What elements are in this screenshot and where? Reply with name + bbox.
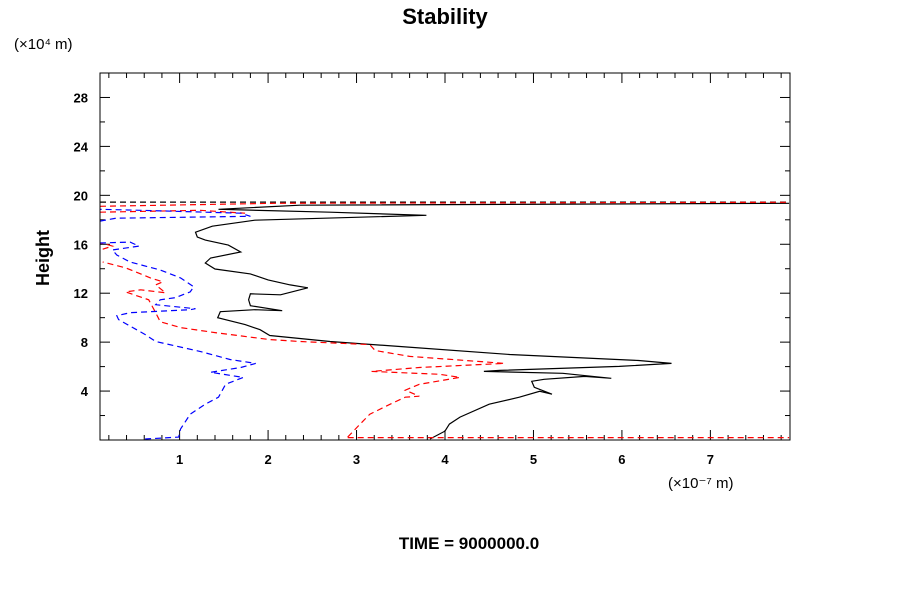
series-line-blue-dashed <box>99 208 251 222</box>
x-unit-label: (×10⁻⁷ m) <box>668 475 733 492</box>
y-unit-label: (×10⁴ m) <box>14 36 73 53</box>
y-tick-label: 24 <box>74 139 89 154</box>
series-line-red-dashed <box>99 201 790 207</box>
x-tick-label: 2 <box>264 452 271 467</box>
y-tick-label: 8 <box>81 335 88 350</box>
x-tick-label: 7 <box>707 452 714 467</box>
y-axis-label: Height <box>33 230 53 286</box>
series-line-red-dashed <box>99 209 246 214</box>
time-label: TIME = 9000000.0 <box>399 534 539 553</box>
y-tick-label: 20 <box>74 188 88 203</box>
x-tick-label: 3 <box>353 452 360 467</box>
y-tick-label: 4 <box>81 384 89 399</box>
series-line-black-solid <box>194 202 790 440</box>
x-tick-label: 6 <box>618 452 625 467</box>
chart-title: Stability <box>402 4 488 29</box>
plot-frame <box>99 72 791 441</box>
series-line-red-dashed <box>102 261 505 438</box>
series-line-blue-dashed <box>99 241 256 440</box>
y-tick-label: 12 <box>74 286 88 301</box>
x-tick-label: 5 <box>530 452 537 467</box>
x-tick-label: 4 <box>441 452 449 467</box>
y-tick-label: 16 <box>74 237 88 252</box>
x-tick-label: 1 <box>176 452 183 467</box>
y-tick-label: 28 <box>74 90 88 105</box>
